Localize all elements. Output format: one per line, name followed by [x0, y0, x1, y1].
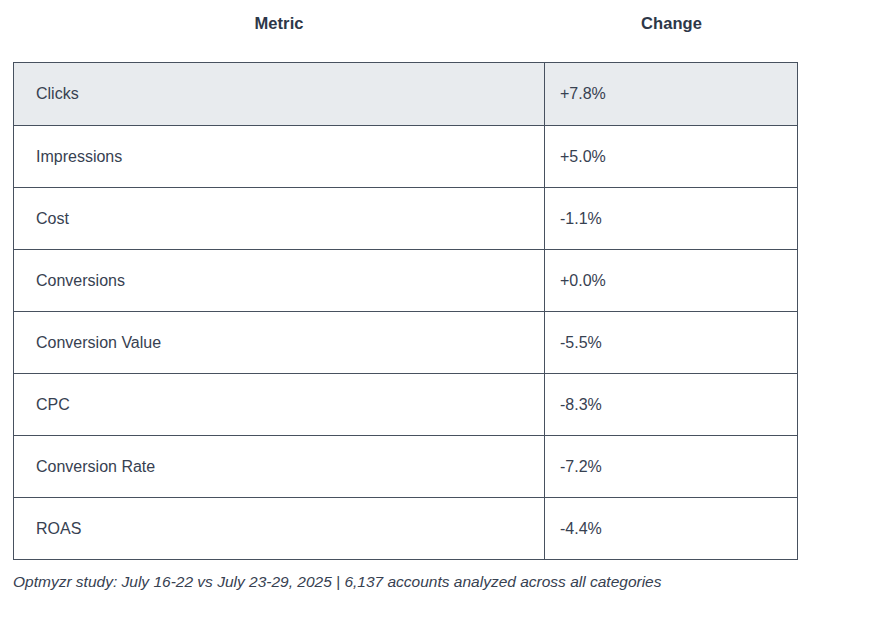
- table-row: Conversions +0.0%: [14, 249, 797, 311]
- metric-cell: Conversion Value: [14, 312, 545, 373]
- table-row: Conversion Value -5.5%: [14, 311, 797, 373]
- change-cell: +5.0%: [545, 126, 797, 187]
- metric-cell: Clicks: [14, 63, 545, 125]
- change-cell: -1.1%: [545, 188, 797, 249]
- change-cell: -7.2%: [545, 436, 797, 497]
- table-row: CPC -8.3%: [14, 373, 797, 435]
- metrics-table-body: Clicks +7.8% Impressions +5.0% Cost -1.1…: [14, 63, 797, 559]
- metrics-table: Clicks +7.8% Impressions +5.0% Cost -1.1…: [13, 62, 798, 560]
- page: Metric Change Clicks +7.8% Impressions +…: [0, 0, 812, 595]
- metric-cell: Cost: [14, 188, 545, 249]
- metric-cell: Conversion Rate: [14, 436, 545, 497]
- change-cell: +7.8%: [545, 63, 797, 125]
- metric-cell: Impressions: [14, 126, 545, 187]
- change-cell: +0.0%: [545, 250, 797, 311]
- table-row: Cost -1.1%: [14, 187, 797, 249]
- metric-cell: Conversions: [14, 250, 545, 311]
- change-cell: -5.5%: [545, 312, 797, 373]
- study-footnote: Optmyzr study: July 16-22 vs July 23-29,…: [13, 568, 738, 595]
- change-cell: -8.3%: [545, 374, 797, 435]
- column-header-metric: Metric: [13, 14, 545, 33]
- change-cell: -4.4%: [545, 498, 797, 559]
- metric-cell: ROAS: [14, 498, 545, 559]
- table-row: Conversion Rate -7.2%: [14, 435, 797, 497]
- metric-cell: CPC: [14, 374, 545, 435]
- column-header-change: Change: [545, 14, 798, 33]
- table-row: Clicks +7.8%: [14, 63, 797, 125]
- column-headers: Metric Change: [13, 14, 798, 33]
- table-row: ROAS -4.4%: [14, 497, 797, 559]
- table-row: Impressions +5.0%: [14, 125, 797, 187]
